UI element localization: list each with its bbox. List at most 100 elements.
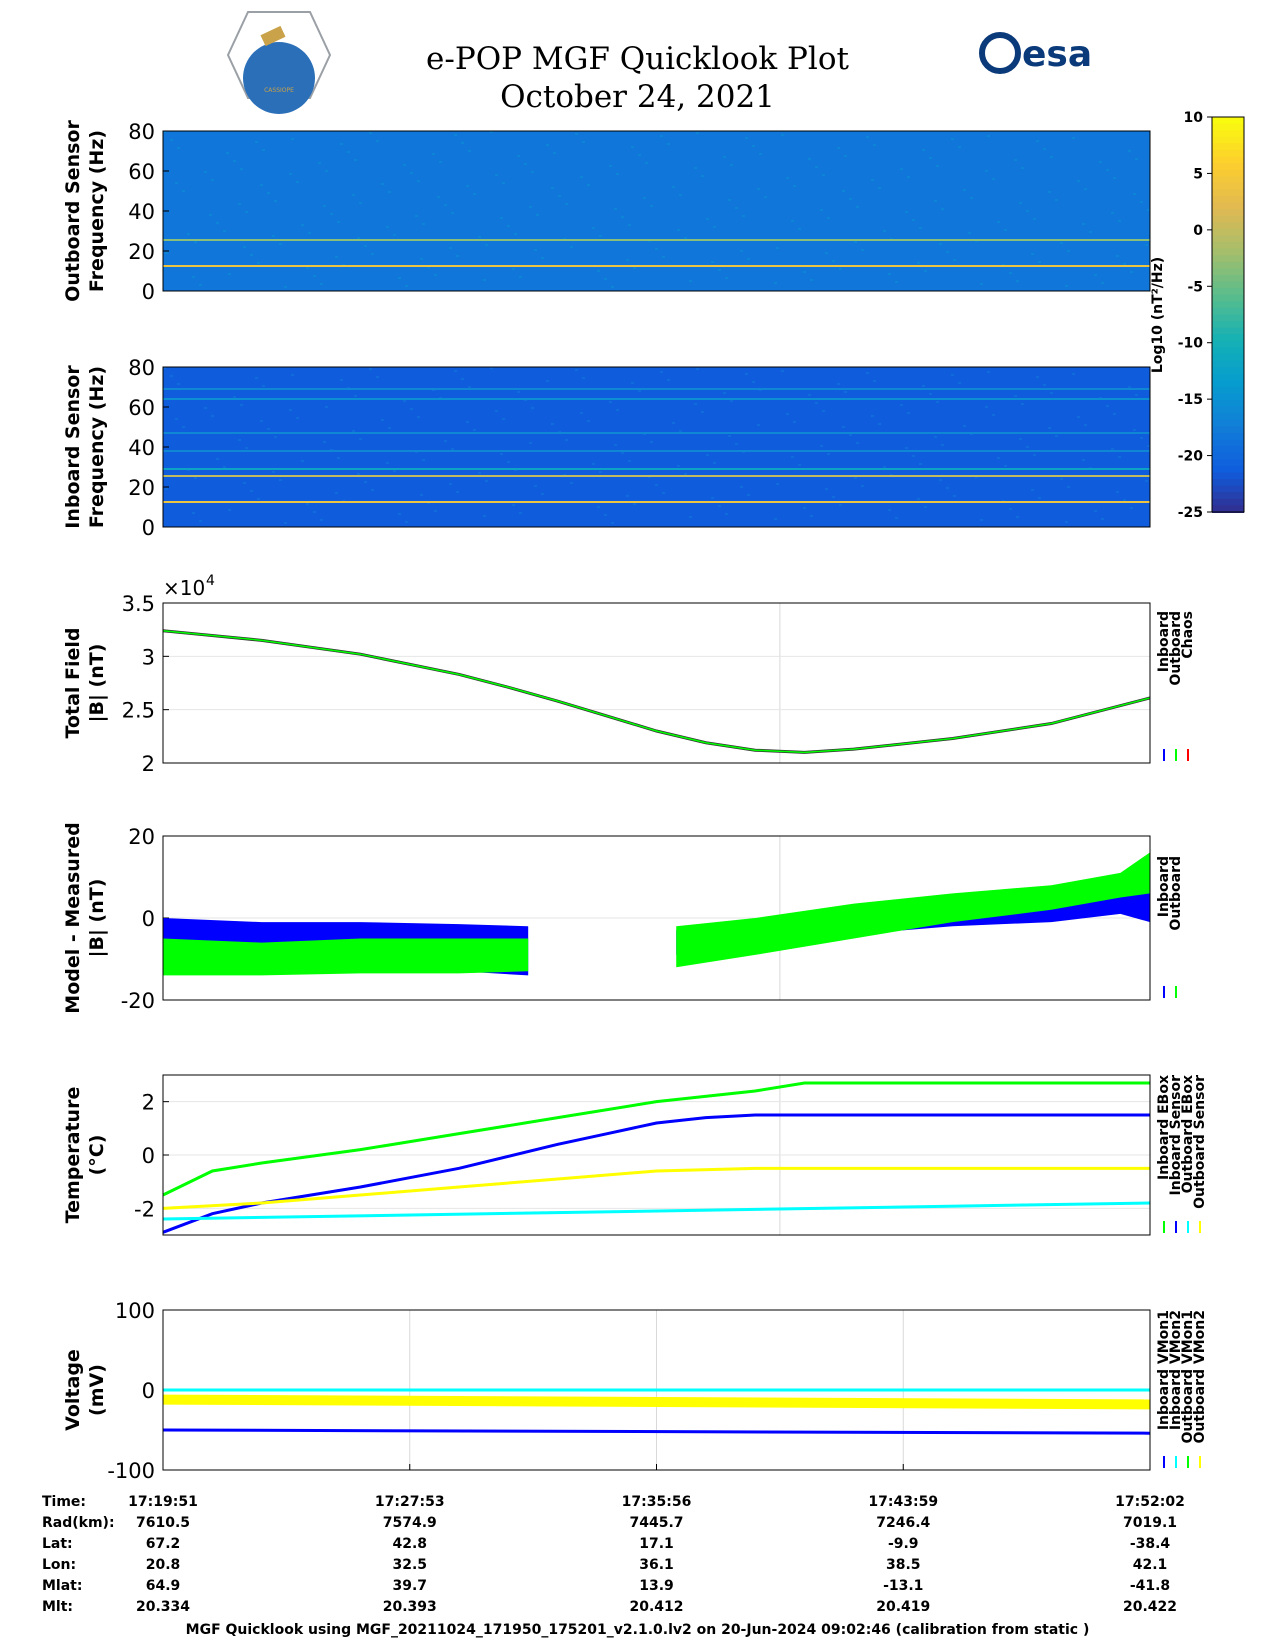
panel-2-axes: 0 20 40 60 80 Inboard Sensor Frequency (Hz)	[62, 356, 169, 540]
spectrogram-noise	[417, 180, 420, 182]
spectrogram-noise	[340, 143, 343, 145]
spectrogram-noise	[417, 416, 420, 418]
spectrogram-noise	[740, 250, 743, 252]
spectrogram-noise	[192, 512, 195, 514]
spectrogram-noise	[335, 256, 338, 258]
spectrogram-noise	[655, 484, 658, 486]
spectrogram-noise	[1123, 499, 1126, 501]
y-tick-label: 3	[142, 645, 155, 669]
colorbar-segment	[1212, 143, 1244, 151]
spectrogram-noise	[364, 481, 367, 483]
spectrogram-noise	[701, 175, 704, 177]
colorbar-segment	[1212, 176, 1244, 184]
spectrogram-noise	[1094, 274, 1097, 276]
ephemeris-value: 20.419	[876, 1599, 930, 1615]
spectrogram-noise	[735, 207, 738, 209]
spectrogram-noise	[997, 457, 1000, 459]
spectrogram-noise	[466, 421, 469, 423]
spectrogram-noise	[725, 277, 728, 279]
ephemeris-value: -13.1	[883, 1578, 923, 1594]
spectrogram-noise	[718, 269, 721, 271]
spectrogram-noise	[815, 402, 818, 404]
spectrogram-noise	[1065, 285, 1068, 287]
spectrogram-noise	[820, 445, 823, 447]
spectrogram-noise	[551, 423, 554, 425]
spectrogram-noise	[405, 521, 408, 523]
colorbar-segment	[1212, 261, 1244, 270]
spectrogram-noise	[170, 139, 173, 141]
spectrogram-noise	[861, 249, 864, 251]
spectrogram-noise	[905, 211, 908, 213]
colorbar-segment	[1212, 373, 1244, 382]
y-tick-label: 2	[142, 1091, 155, 1115]
spectrogram-noise	[318, 162, 321, 164]
plot-frame	[162, 1074, 1151, 1236]
spectrogram-noise	[900, 404, 903, 406]
spectrogram-noise	[917, 262, 920, 264]
colorbar-segment	[1212, 222, 1244, 230]
spectrogram-noise	[468, 150, 471, 152]
spectrogram-noise	[1077, 180, 1080, 182]
spectrogram-noise	[376, 140, 379, 142]
colorbar-segment	[1212, 459, 1244, 467]
spectrogram-noise	[483, 279, 486, 281]
spectrogram-noise	[553, 152, 556, 154]
footer-caption: MGF Quicklook using MGF_20211024_171950_…	[185, 1622, 1090, 1638]
spectrogram-noise	[1043, 384, 1046, 386]
spectrogram-noise	[723, 156, 726, 158]
spectrogram-noise	[359, 438, 362, 440]
spectrogram-noise	[1004, 465, 1007, 467]
spectrogram-noise	[878, 423, 881, 425]
spectrogram-noise	[289, 409, 292, 411]
spectrogram-noise	[842, 426, 845, 428]
colorbar-segment	[1212, 400, 1244, 408]
ephemeris-value: 7610.5	[136, 1515, 190, 1531]
y-label-line2: Frequency (Hz)	[86, 366, 108, 528]
spectrogram-noise	[495, 410, 498, 412]
ephemeris-value: 20.8	[146, 1557, 181, 1573]
spectrogram-noise	[924, 270, 927, 272]
ephemeris-value: 20.412	[629, 1599, 683, 1615]
plot-frame	[162, 130, 1151, 292]
spectrogram-noise	[696, 368, 699, 370]
spectrogram-noise	[905, 447, 908, 449]
spectrogram-noise	[929, 157, 932, 159]
spectrogram-noise	[900, 168, 903, 170]
spectrogram-noise	[953, 259, 956, 261]
legend-label: Inboard EBox	[1156, 1075, 1172, 1180]
ephemeris-value: 17:27:53	[375, 1494, 445, 1510]
spectrogram-noise	[992, 414, 995, 416]
spectrogram-noise	[730, 400, 733, 402]
spectrogram-noise	[740, 486, 743, 488]
total-field-line	[162, 629, 1151, 754]
spectrogram-noise	[839, 504, 842, 506]
spectrogram-noise	[495, 174, 498, 176]
spectrogram-noise	[1111, 212, 1114, 214]
spectrogram-noise	[1089, 231, 1092, 233]
spectrogram-noise	[551, 187, 554, 189]
y-tick-label: 0	[142, 1379, 155, 1403]
spectrogram-noise	[1048, 427, 1051, 429]
spectrogram-noise	[844, 155, 847, 157]
spectrogram-noise	[939, 243, 942, 245]
y-label-line1: Voltage	[62, 1349, 84, 1431]
spectrogram-noise	[1055, 435, 1058, 437]
legend-label: Outboard Sensor	[1192, 1075, 1208, 1209]
y-tick-label: 0	[142, 1144, 155, 1168]
spectrogram-noise	[621, 452, 624, 454]
spectrogram-noise	[895, 517, 898, 519]
colorbar-segment	[1212, 393, 1244, 402]
spectrogram-noise	[393, 470, 396, 472]
legend-entry: Outboard VMon1	[1180, 1310, 1196, 1444]
spectrogram-noise	[825, 252, 828, 254]
spectrogram-noise	[1099, 161, 1102, 163]
series-line	[162, 1428, 1151, 1435]
spectrogram-noise	[803, 507, 806, 509]
legend-entry: Outboard	[1168, 856, 1184, 931]
spectrogram-noise	[1009, 272, 1012, 274]
spectrogram-noise	[963, 189, 966, 191]
spectrogram-noise	[177, 383, 180, 385]
spectrogram-noise	[226, 152, 229, 154]
spectrogram-noise	[1031, 489, 1034, 491]
